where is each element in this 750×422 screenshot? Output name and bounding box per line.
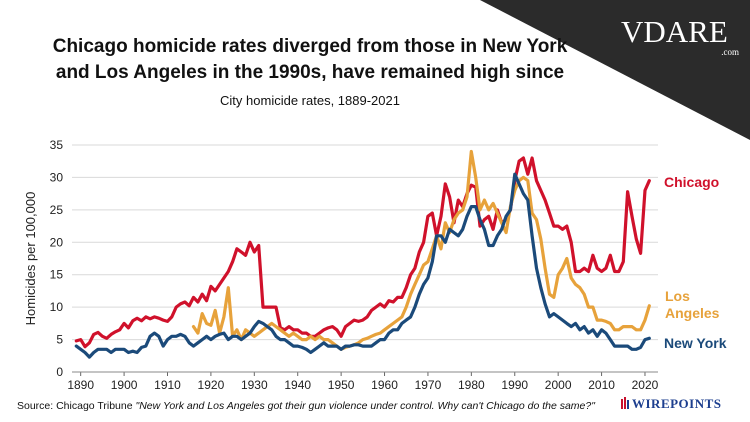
x-tick-label: 2010 xyxy=(588,378,615,392)
x-tick-label: 1930 xyxy=(241,378,268,392)
y-tick-label: 20 xyxy=(50,235,64,249)
y-tick-label: 35 xyxy=(50,138,64,152)
series-lines xyxy=(74,149,651,359)
vdare-logo[interactable]: VDARE .com xyxy=(621,14,739,64)
y-axis-label: Homicides per 100,000 xyxy=(23,192,38,326)
x-tick-label: 1960 xyxy=(371,378,398,392)
series-labels: Chicago Los Angeles New York xyxy=(664,174,727,351)
wirepoints-brand[interactable]: WIREPOINTS xyxy=(632,396,722,411)
x-tick-label: 1900 xyxy=(111,378,138,392)
series-line-new-york xyxy=(74,172,651,359)
chart-subtitle: City homicide rates, 1889-2021 xyxy=(220,93,400,108)
logo-suffix: .com xyxy=(721,47,739,57)
y-tick-label: 25 xyxy=(50,203,64,217)
series-line-chicago xyxy=(74,156,651,349)
wirepoints-icon xyxy=(621,397,629,409)
x-tick-label: 1920 xyxy=(198,378,225,392)
x-tick-label: 1910 xyxy=(154,378,181,392)
y-tick-label: 0 xyxy=(56,365,63,379)
x-tick-label: 1990 xyxy=(501,378,528,392)
logo-wordmark: VDARE xyxy=(621,14,728,49)
y-tick-label: 30 xyxy=(50,170,64,184)
axes: 0 5 10 15 20 25 30 35 1890 1900 1910 1920 1930 1940 19… xyxy=(23,138,659,392)
y-tick-label: 5 xyxy=(56,333,63,347)
y-tick-label: 15 xyxy=(50,268,64,282)
source-note: Source: Chicago Tribune "New York and Lo… xyxy=(17,400,595,412)
y-tick-label: 10 xyxy=(50,300,64,314)
x-tick-label: 1890 xyxy=(67,378,94,392)
series-line-los-angeles xyxy=(191,149,651,351)
series-label-new-york: New York xyxy=(664,335,727,351)
gridlines xyxy=(72,144,658,341)
chart-title-line-2: and Los Angeles in the 1990s, have remai… xyxy=(55,62,565,83)
series-label-chicago: Chicago xyxy=(664,174,719,190)
x-tick-label: 2020 xyxy=(632,378,659,392)
source-prefix: Source: Chicago Tribune xyxy=(17,400,136,412)
corner-banner xyxy=(480,0,750,140)
chart-title-line-1: Chicago homicide rates diverged from tho… xyxy=(52,36,568,57)
series-label-los-angeles: Los Angeles xyxy=(665,288,720,321)
source-quote: "New York and Los Angeles got their gun … xyxy=(135,400,595,412)
x-tick-label: 1950 xyxy=(328,378,355,392)
x-tick-label: 1940 xyxy=(284,378,311,392)
x-tick-label: 1980 xyxy=(458,378,485,392)
x-tick-label: 1970 xyxy=(415,378,442,392)
x-tick-label: 2000 xyxy=(545,378,572,392)
